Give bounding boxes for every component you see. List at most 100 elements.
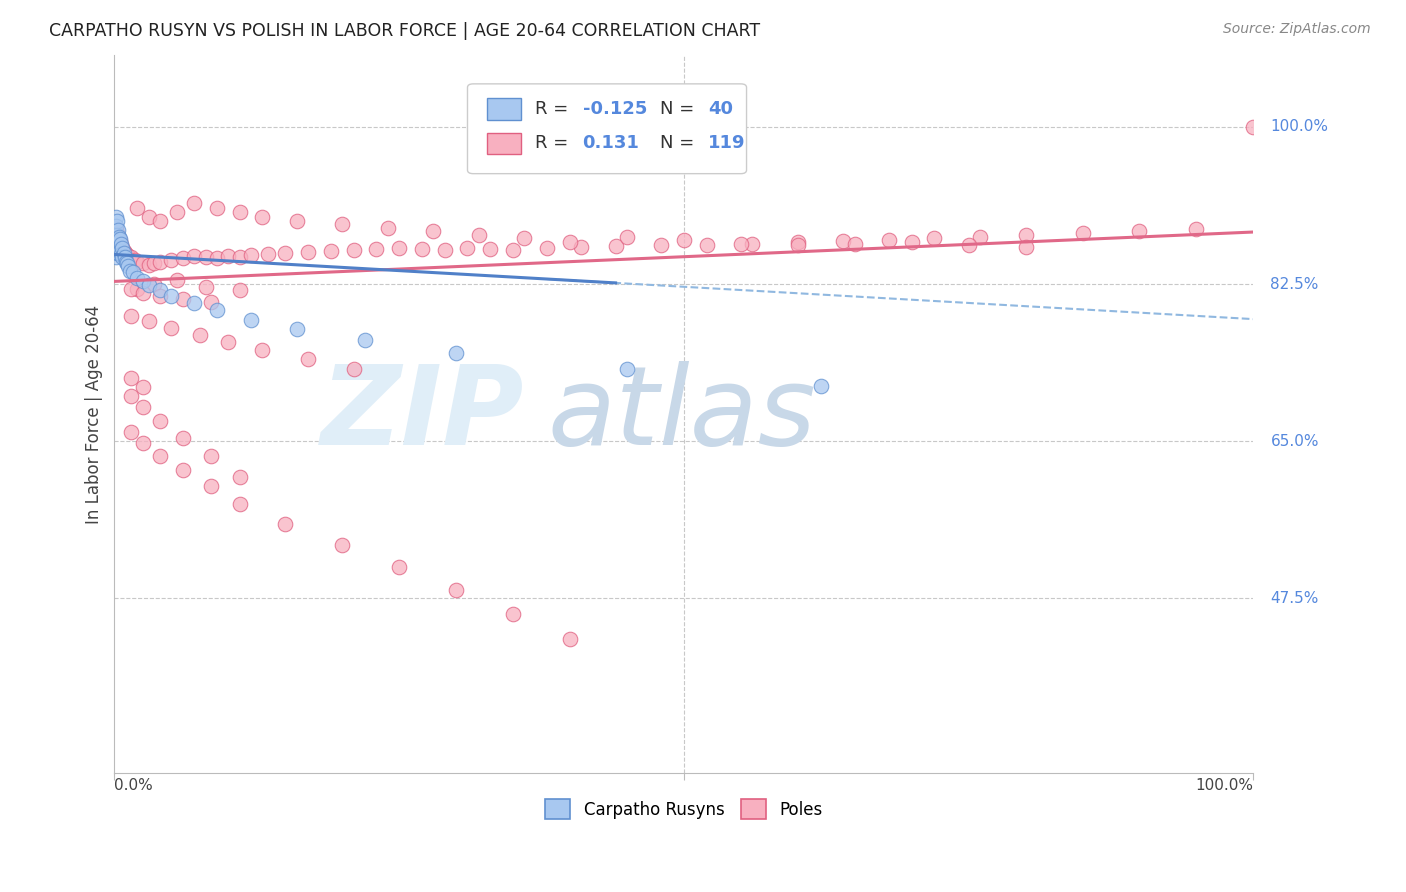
Point: [160, 289, 183, 303]
Point: [120, 263, 142, 277]
Point: [110, 236, 132, 251]
Point: [166, 272, 188, 286]
Point: [104, 234, 127, 248]
Point: [108, 234, 131, 248]
Point: [124, 252, 146, 267]
Point: [108, 247, 131, 261]
Point: [160, 252, 183, 267]
Point: [121, 371, 143, 385]
Point: [605, 239, 627, 253]
Point: [832, 234, 855, 248]
Point: [108, 231, 131, 245]
Point: [1241, 120, 1264, 134]
Point: [285, 214, 308, 228]
Text: CARPATHO RUSYN VS POLISH IN LABOR FORCE | AGE 20-64 CORRELATION CHART: CARPATHO RUSYN VS POLISH IN LABOR FORCE …: [49, 22, 761, 40]
Point: [111, 241, 134, 255]
Point: [143, 277, 166, 291]
Point: [444, 346, 467, 360]
Point: [228, 284, 250, 298]
Point: [502, 243, 524, 257]
Text: N =: N =: [659, 135, 700, 153]
Point: [194, 280, 217, 294]
Point: [444, 583, 467, 598]
Text: 119: 119: [707, 135, 745, 153]
Point: [104, 220, 127, 235]
Point: [104, 232, 127, 246]
Point: [114, 250, 136, 264]
Point: [104, 219, 127, 233]
Point: [456, 241, 478, 255]
Point: [877, 233, 900, 247]
Point: [205, 303, 228, 318]
FancyBboxPatch shape: [486, 133, 522, 154]
Point: [117, 259, 139, 273]
Point: [730, 236, 752, 251]
Text: ZIP: ZIP: [321, 360, 524, 467]
Point: [107, 245, 129, 260]
Point: [132, 286, 155, 301]
Point: [228, 470, 250, 484]
Point: [138, 277, 160, 292]
Text: 40: 40: [707, 100, 733, 118]
Point: [616, 362, 638, 376]
Point: [285, 322, 308, 336]
Point: [110, 238, 132, 252]
Point: [957, 238, 980, 252]
Point: [1128, 224, 1150, 238]
Point: [354, 333, 377, 347]
Point: [115, 256, 138, 270]
Point: [558, 235, 581, 249]
Point: [200, 479, 222, 493]
Point: [969, 229, 991, 244]
Point: [377, 220, 399, 235]
Point: [127, 201, 149, 215]
Point: [108, 232, 131, 246]
Point: [536, 241, 558, 255]
Point: [108, 245, 131, 260]
Point: [1014, 227, 1036, 242]
Point: [121, 309, 143, 323]
Point: [274, 245, 297, 260]
Point: [127, 270, 149, 285]
Point: [228, 497, 250, 511]
Point: [330, 538, 353, 552]
Point: [342, 362, 364, 376]
Point: [105, 236, 128, 251]
Point: [121, 250, 143, 264]
Point: [422, 224, 444, 238]
Point: [108, 243, 131, 257]
Point: [479, 242, 502, 256]
Point: [342, 243, 364, 257]
Point: [132, 436, 155, 450]
Point: [132, 256, 155, 270]
Point: [240, 248, 263, 262]
Point: [228, 205, 250, 219]
Point: [183, 296, 205, 310]
Point: [217, 249, 239, 263]
Point: [616, 229, 638, 244]
Text: 65.0%: 65.0%: [1271, 434, 1319, 449]
Text: 47.5%: 47.5%: [1271, 591, 1319, 606]
Point: [132, 274, 155, 288]
Point: [330, 217, 353, 231]
Text: -0.125: -0.125: [582, 100, 647, 118]
Point: [138, 258, 160, 272]
Point: [844, 236, 866, 251]
Point: [114, 247, 136, 261]
Point: [172, 431, 194, 445]
Point: [433, 243, 456, 257]
Point: [114, 245, 136, 260]
Point: [502, 607, 524, 621]
Point: [110, 247, 132, 261]
Point: [149, 414, 172, 428]
Point: [108, 229, 131, 244]
Point: [107, 232, 129, 246]
Point: [149, 449, 172, 463]
Point: [183, 249, 205, 263]
Point: [672, 233, 695, 247]
Point: [149, 214, 172, 228]
Point: [468, 227, 491, 242]
Point: [810, 378, 832, 392]
Point: [108, 244, 131, 258]
FancyBboxPatch shape: [467, 84, 747, 174]
